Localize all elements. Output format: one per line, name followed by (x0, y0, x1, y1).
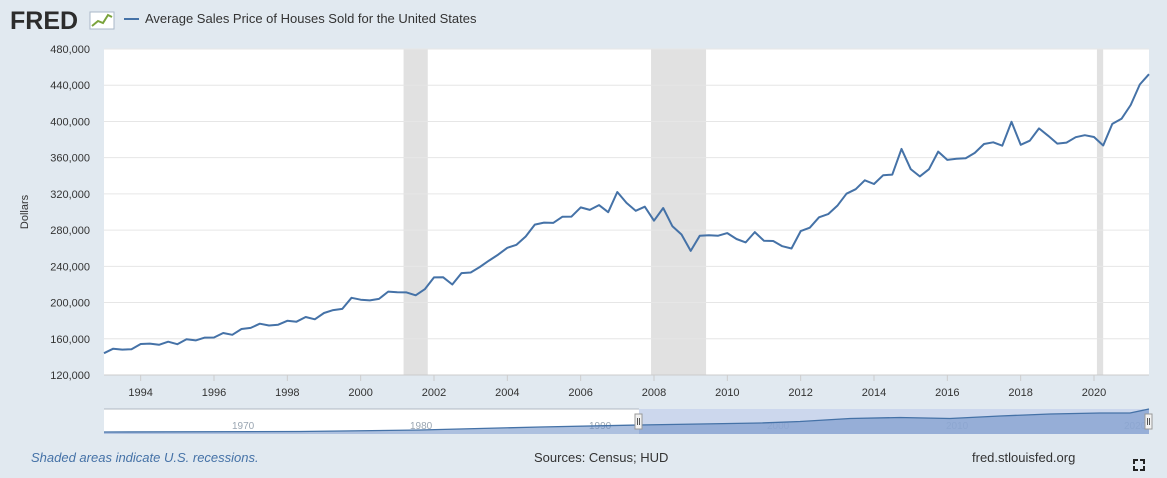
x-tick-label: 2016 (935, 387, 959, 399)
fullscreen-icon[interactable] (1133, 459, 1145, 471)
x-tick-label: 2014 (862, 387, 886, 399)
x-tick-label: 2004 (495, 387, 519, 399)
y-axis-ticks: 120,000 160,000 200,000 240,000 280,000 320,0… (50, 44, 90, 382)
y-tick-label: 440,000 (50, 80, 90, 92)
navigator[interactable]: 1970 1980 1990 2000 2010 2020 (103, 408, 1153, 434)
sources-text: Sources: Census; HUD (534, 450, 668, 465)
x-tick-label: 2010 (715, 387, 739, 399)
y-tick-label: 480,000 (50, 44, 90, 56)
x-tick-label: 2008 (642, 387, 666, 399)
grid-lines (104, 48, 1149, 340)
y-tick-label: 320,000 (50, 189, 90, 201)
navigator-label: 1980 (410, 421, 433, 432)
recession-note: Shaded areas indicate U.S. recessions. (31, 450, 259, 465)
y-tick-label: 280,000 (50, 225, 90, 237)
y-axis-label: Dollars (19, 194, 31, 229)
recession-band (1096, 49, 1104, 375)
navigator-label: 1970 (232, 421, 255, 432)
navigator-area (104, 409, 1149, 434)
navigator-handle-right[interactable] (1144, 413, 1153, 430)
series-line[interactable] (103, 73, 1150, 355)
x-tick-label: 1994 (128, 387, 152, 399)
recession-band (403, 49, 428, 375)
y-tick-label: 160,000 (50, 334, 90, 346)
site-link[interactable]: fred.stlouisfed.org (972, 450, 1075, 465)
x-tick-label: 2006 (568, 387, 592, 399)
y-tick-label: 240,000 (50, 261, 90, 273)
x-axis-ticks: 1994 1996 1998 2000 2002 2004 2006 2008 2010 2012… (128, 375, 1106, 399)
fred-logo-icon (89, 11, 115, 30)
y-tick-label: 360,000 (50, 153, 90, 165)
fred-logo-text: FRED (10, 7, 78, 35)
x-tick-label: 2020 (1082, 387, 1106, 399)
y-tick-label: 200,000 (50, 298, 90, 310)
x-tick-label: 2000 (348, 387, 372, 399)
navigator-handle-left[interactable] (634, 413, 643, 430)
x-tick-label: 2002 (422, 387, 446, 399)
x-tick-label: 2018 (1008, 387, 1032, 399)
x-tick-label: 1996 (202, 387, 226, 399)
plot-area (104, 49, 1149, 375)
y-tick-label: 400,000 (50, 116, 90, 128)
x-tick-label: 2012 (788, 387, 812, 399)
navigator-line (103, 408, 1150, 433)
x-tick-label: 1998 (275, 387, 299, 399)
legend-series-title[interactable]: Average Sales Price of Houses Sold for t… (145, 11, 477, 26)
y-tick-label: 120,000 (50, 370, 90, 382)
